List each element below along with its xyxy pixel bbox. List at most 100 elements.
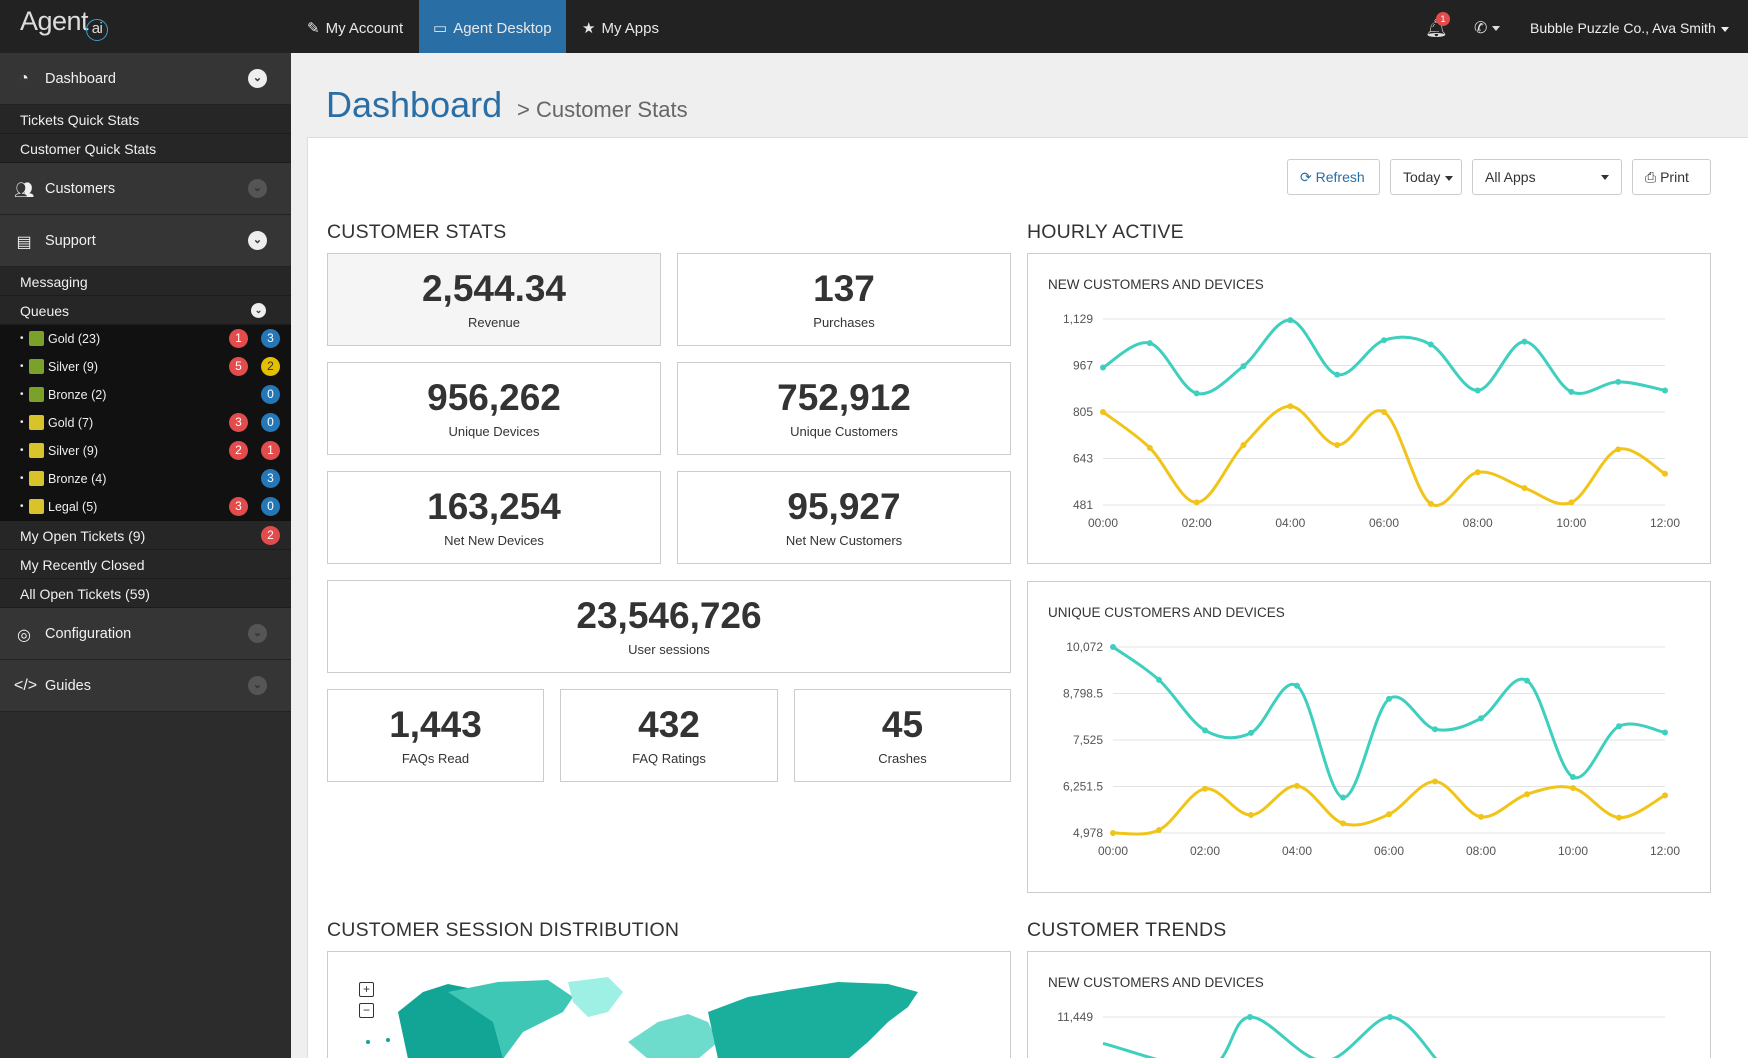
map-region-europe [628,1014,718,1058]
stat-label: Purchases [813,315,875,330]
refresh-button[interactable]: ⟳ Refresh [1287,159,1380,195]
data-point [1287,403,1294,410]
series-line [1102,1015,1438,1058]
count-badge: 2 [229,441,248,460]
bullet-icon: • [20,473,24,484]
chevron-down-icon[interactable]: ⌄ [251,303,266,318]
x-tick-label: 06:00 [1369,516,1399,530]
map-region-canada [448,980,573,1058]
count-badge: 2 [261,526,280,545]
tab-label: Agent Desktop [453,20,552,37]
desktop-icon: ▭ [433,20,448,37]
queue-item[interactable]: • Gold (7) 3 0 [0,409,291,437]
chevron-down-icon[interactable]: ⌄ [248,624,267,643]
clipboard-icon: ▤ [16,234,32,251]
queue-item[interactable]: • Silver (9) 2 1 [0,437,291,465]
tab-my-apps[interactable]: ★ My Apps [568,0,673,53]
data-point [1662,470,1668,477]
queue-item[interactable]: • Bronze (2) 0 [0,381,291,409]
stat-label: User sessions [628,642,710,657]
count-badge: 1 [229,329,248,348]
queue-label: Legal (5) [48,500,98,514]
bullet-icon: • [20,333,24,344]
sidebar-section-customers[interactable]: 👥︎ Customers ⌄ [0,163,291,215]
sidebar-item-my-open-tickets[interactable]: My Open Tickets (9) 2 [0,521,291,550]
queue-label: Bronze (4) [48,472,107,486]
sidebar-item-my-recently-closed[interactable]: My Recently Closed [0,550,291,579]
bullet-icon: • [20,361,24,372]
sidebar-item-queues[interactable]: Queues ⌄ [0,296,291,325]
queue-icon [29,387,44,402]
print-button[interactable]: ⎙ Print [1632,159,1711,195]
data-point [1662,729,1668,736]
data-point [1294,682,1300,689]
sidebar-item-customer-quick-stats[interactable]: Customer Quick Stats [0,134,291,163]
line-chart: 10,072 8,798.5 7,525 6,251.5 4,978 00:00 02:00… [1063,640,1680,858]
chevron-down-icon[interactable]: ⌄ [248,231,267,250]
queue-icon [29,471,44,486]
sidebar-item-all-open-tickets[interactable]: All Open Tickets (59) [0,579,291,608]
data-point [1146,444,1153,451]
world-map[interactable]: + − [327,951,1011,1058]
stat-label: Net New Devices [444,533,544,548]
data-point [1521,485,1528,492]
app-logo[interactable]: Agent ai [20,6,109,41]
queue-item[interactable]: • Gold (23) 1 3 [0,325,291,353]
y-tick-label: 643 [1073,452,1093,466]
logo-suffix: ai [86,19,109,41]
chevron-down-icon[interactable]: ⌄ [248,69,267,88]
zoom-in-button[interactable]: + [359,982,374,997]
count-badge: 0 [261,413,280,432]
data-point [1432,726,1438,733]
queue-item[interactable]: • Legal (5) 3 0 [0,493,291,521]
sidebar-section-guides[interactable]: </> Guides ⌄ [0,660,291,712]
chart-unique-customers-devices: UNIQUE CUSTOMERS AND DEVICES 10,072 8,798… [1027,581,1711,893]
button-label: Print [1660,169,1689,185]
hourly-active-heading: HOURLY ACTIVE [1027,221,1184,243]
count-badge: 0 [261,385,280,404]
chevron-down-icon[interactable]: ⌄ [248,676,267,695]
stat-purchases: 137 Purchases [677,253,1011,346]
user-menu[interactable]: Bubble Puzzle Co., Ava Smith [1530,20,1729,36]
life-ring-icon: ◎ [17,627,31,644]
date-range-dropdown[interactable]: Today [1390,159,1462,195]
bullet-icon: • [20,445,24,456]
sidebar-section-support[interactable]: ▤ Support ⌄ [0,215,291,267]
tab-my-account[interactable]: ✎ My Account [293,0,417,53]
chevron-down-icon[interactable]: ⌄ [248,179,267,198]
sidebar-item-messaging[interactable]: Messaging [0,267,291,296]
sidebar-section-configuration[interactable]: ◎ Configuration ⌄ [0,608,291,660]
data-point [1202,727,1208,734]
dashboard-icon: ◔ [19,70,29,87]
data-point [1570,774,1576,781]
queue-item[interactable]: • Bronze (4) 3 [0,465,291,493]
chevron-down-icon [1720,26,1729,32]
count-badge: 0 [261,497,280,516]
queue-item[interactable]: • Silver (9) 5 2 [0,353,291,381]
data-point [1156,827,1162,834]
phone-icon[interactable]: ✆ [1474,18,1501,38]
data-point [1615,378,1622,385]
apps-select[interactable]: All Apps [1472,159,1622,195]
series-line [1112,645,1666,800]
item-label: Customer Quick Stats [20,141,157,157]
sidebar-item-tickets-quick-stats[interactable]: Tickets Quick Stats [0,105,291,134]
code-icon: </> [14,677,38,694]
item-label: All Open Tickets (59) [20,586,150,602]
zoom-out-button[interactable]: − [359,1003,374,1018]
count-badge: 3 [261,329,280,348]
queue-label: Silver (9) [48,444,99,458]
bullet-icon: • [20,389,24,400]
tab-agent-desktop[interactable]: ▭ Agent Desktop [419,0,566,53]
line-chart: 11,449 [1057,1010,1665,1058]
section-label: Customers [45,181,116,197]
data-point [1662,792,1668,799]
y-tick-label: 805 [1073,405,1093,419]
stat-value: 1,443 [389,704,482,745]
data-point [1110,830,1116,836]
stat-value: 956,262 [427,377,561,418]
sidebar-section-dashboard[interactable]: ◔ Dashboard ⌄ [0,53,291,105]
bullet-icon: • [20,501,24,512]
count-badge: 1 [261,441,280,460]
item-label: My Recently Closed [20,557,145,573]
